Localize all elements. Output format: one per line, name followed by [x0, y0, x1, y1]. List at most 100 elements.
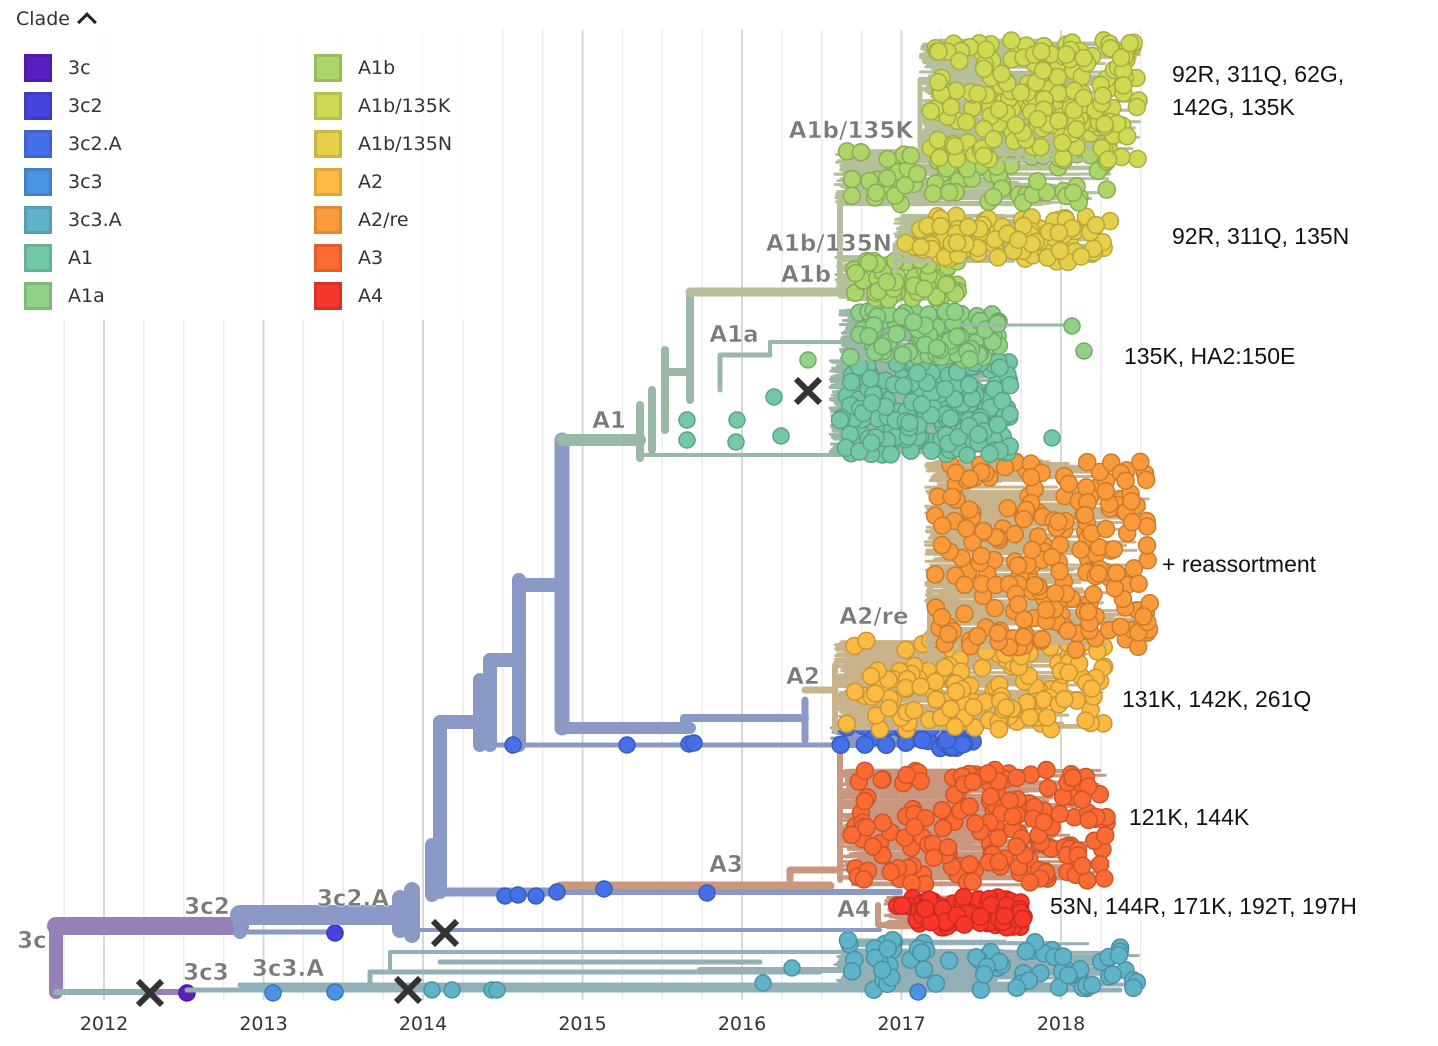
tip-node — [863, 837, 883, 856]
axis-tick-label: 2018 — [1037, 1013, 1085, 1035]
legend-item[interactable]: 3c — [24, 49, 122, 87]
tip-node — [1038, 708, 1057, 727]
tip-node — [989, 852, 1009, 872]
tip-node — [855, 791, 875, 811]
tip-node — [957, 112, 976, 132]
tip-node — [968, 84, 988, 103]
legend-item[interactable]: A2/re — [314, 201, 452, 239]
tip-node — [965, 814, 985, 833]
tip-node — [1014, 509, 1034, 529]
legend-label: A3 — [358, 247, 384, 269]
annotation-a1b-135n: 92R, 311Q, 135N — [1172, 220, 1349, 253]
tip-node — [942, 487, 962, 506]
legend-item[interactable]: 3c2.A — [24, 125, 122, 163]
tip-node — [881, 445, 900, 464]
legend-item[interactable]: A4 — [314, 277, 452, 315]
tip-node — [959, 375, 979, 394]
tip-node — [857, 631, 876, 651]
legend-item[interactable]: A1a — [24, 277, 122, 315]
tip-node — [974, 965, 994, 984]
tip-node — [1000, 375, 1020, 395]
tip-node — [981, 787, 1000, 806]
legend-item[interactable]: A1b/135K — [314, 87, 452, 125]
tip-node — [1136, 470, 1156, 490]
tip-node — [1098, 150, 1118, 169]
tip-node — [955, 915, 974, 934]
tip-node — [1034, 812, 1053, 832]
tip-node — [1078, 452, 1097, 472]
tip-node — [1096, 482, 1116, 501]
tip-node — [978, 764, 998, 783]
branch-label: A4 — [837, 897, 871, 923]
vaccine-strain-marker — [793, 376, 823, 406]
legend-item[interactable]: 3c2 — [24, 87, 122, 125]
tip-node — [1124, 978, 1143, 998]
tip-node — [1050, 804, 1069, 824]
tip-node — [765, 388, 783, 406]
legend-item[interactable]: 3c3.A — [24, 201, 122, 239]
tip-node — [548, 883, 566, 901]
legend-label: A1b/135K — [358, 95, 451, 117]
tip-node — [1007, 837, 1026, 856]
annotation-a3: 121K, 144K — [1129, 801, 1249, 834]
tip-node — [969, 425, 988, 444]
tip-node — [932, 800, 952, 820]
tip-node — [527, 887, 545, 905]
legend-item[interactable]: A3 — [314, 239, 452, 277]
tip-node — [1134, 607, 1153, 626]
tip-node — [1036, 600, 1056, 620]
tip-node — [1129, 574, 1148, 593]
tip-node — [955, 575, 974, 595]
legend-item[interactable]: 3c3 — [24, 163, 122, 201]
tip-node — [941, 699, 960, 719]
legend-item[interactable]: A1b/135N — [314, 125, 452, 163]
tip-node — [947, 81, 966, 101]
tip-node — [1064, 100, 1084, 120]
tip-node — [1022, 540, 1042, 560]
tip-node — [1008, 556, 1028, 575]
tip-node — [879, 698, 899, 718]
tip-node — [905, 817, 924, 837]
tip-node — [831, 735, 850, 755]
tip-node — [1095, 114, 1114, 134]
tip-node — [937, 275, 956, 294]
tip-node — [904, 701, 924, 720]
legend-label: 3c3 — [68, 171, 103, 193]
tip-node — [992, 64, 1011, 84]
tip-node — [1049, 111, 1068, 130]
legend-column-left: 3c 3c2 3c2.A 3c3 3c3.A A1 A1a — [24, 49, 122, 315]
branch-label: A1b — [781, 262, 831, 288]
tip-node — [1082, 679, 1101, 698]
legend-swatch — [314, 168, 342, 196]
tip-node — [935, 658, 955, 677]
tip-node — [993, 391, 1012, 411]
tip-node — [1005, 524, 1024, 544]
tip-node — [878, 168, 897, 188]
tip-node — [939, 951, 959, 970]
tip-node — [685, 734, 703, 752]
legend-item[interactable]: A1 — [24, 239, 122, 277]
legend-label: A1b/135N — [358, 133, 453, 155]
tip-node — [954, 887, 973, 907]
tip-node — [861, 666, 881, 686]
branch — [786, 866, 844, 884]
axis-tick-label: 2016 — [718, 1013, 766, 1035]
tip-node — [1063, 183, 1083, 203]
tip-node — [698, 884, 716, 902]
tip-node — [988, 248, 1008, 267]
legend-swatch — [24, 206, 52, 234]
tip-node — [1111, 617, 1130, 637]
legend-item[interactable]: A1b — [314, 49, 452, 87]
annotation-line: + reassortment — [1162, 551, 1317, 577]
legend-toggle[interactable]: Clade — [16, 8, 97, 32]
axis-tick-label: 2017 — [877, 1013, 925, 1035]
tip-node — [1042, 547, 1062, 567]
legend-item[interactable]: A2 — [314, 163, 452, 201]
tip-node — [1105, 579, 1125, 598]
tip-node — [862, 433, 881, 453]
tip-node — [911, 237, 930, 257]
tip-node — [772, 427, 790, 445]
branch-label: A1b/135K — [789, 118, 915, 144]
legend-label: A1 — [68, 247, 94, 269]
tip-node — [897, 765, 916, 785]
